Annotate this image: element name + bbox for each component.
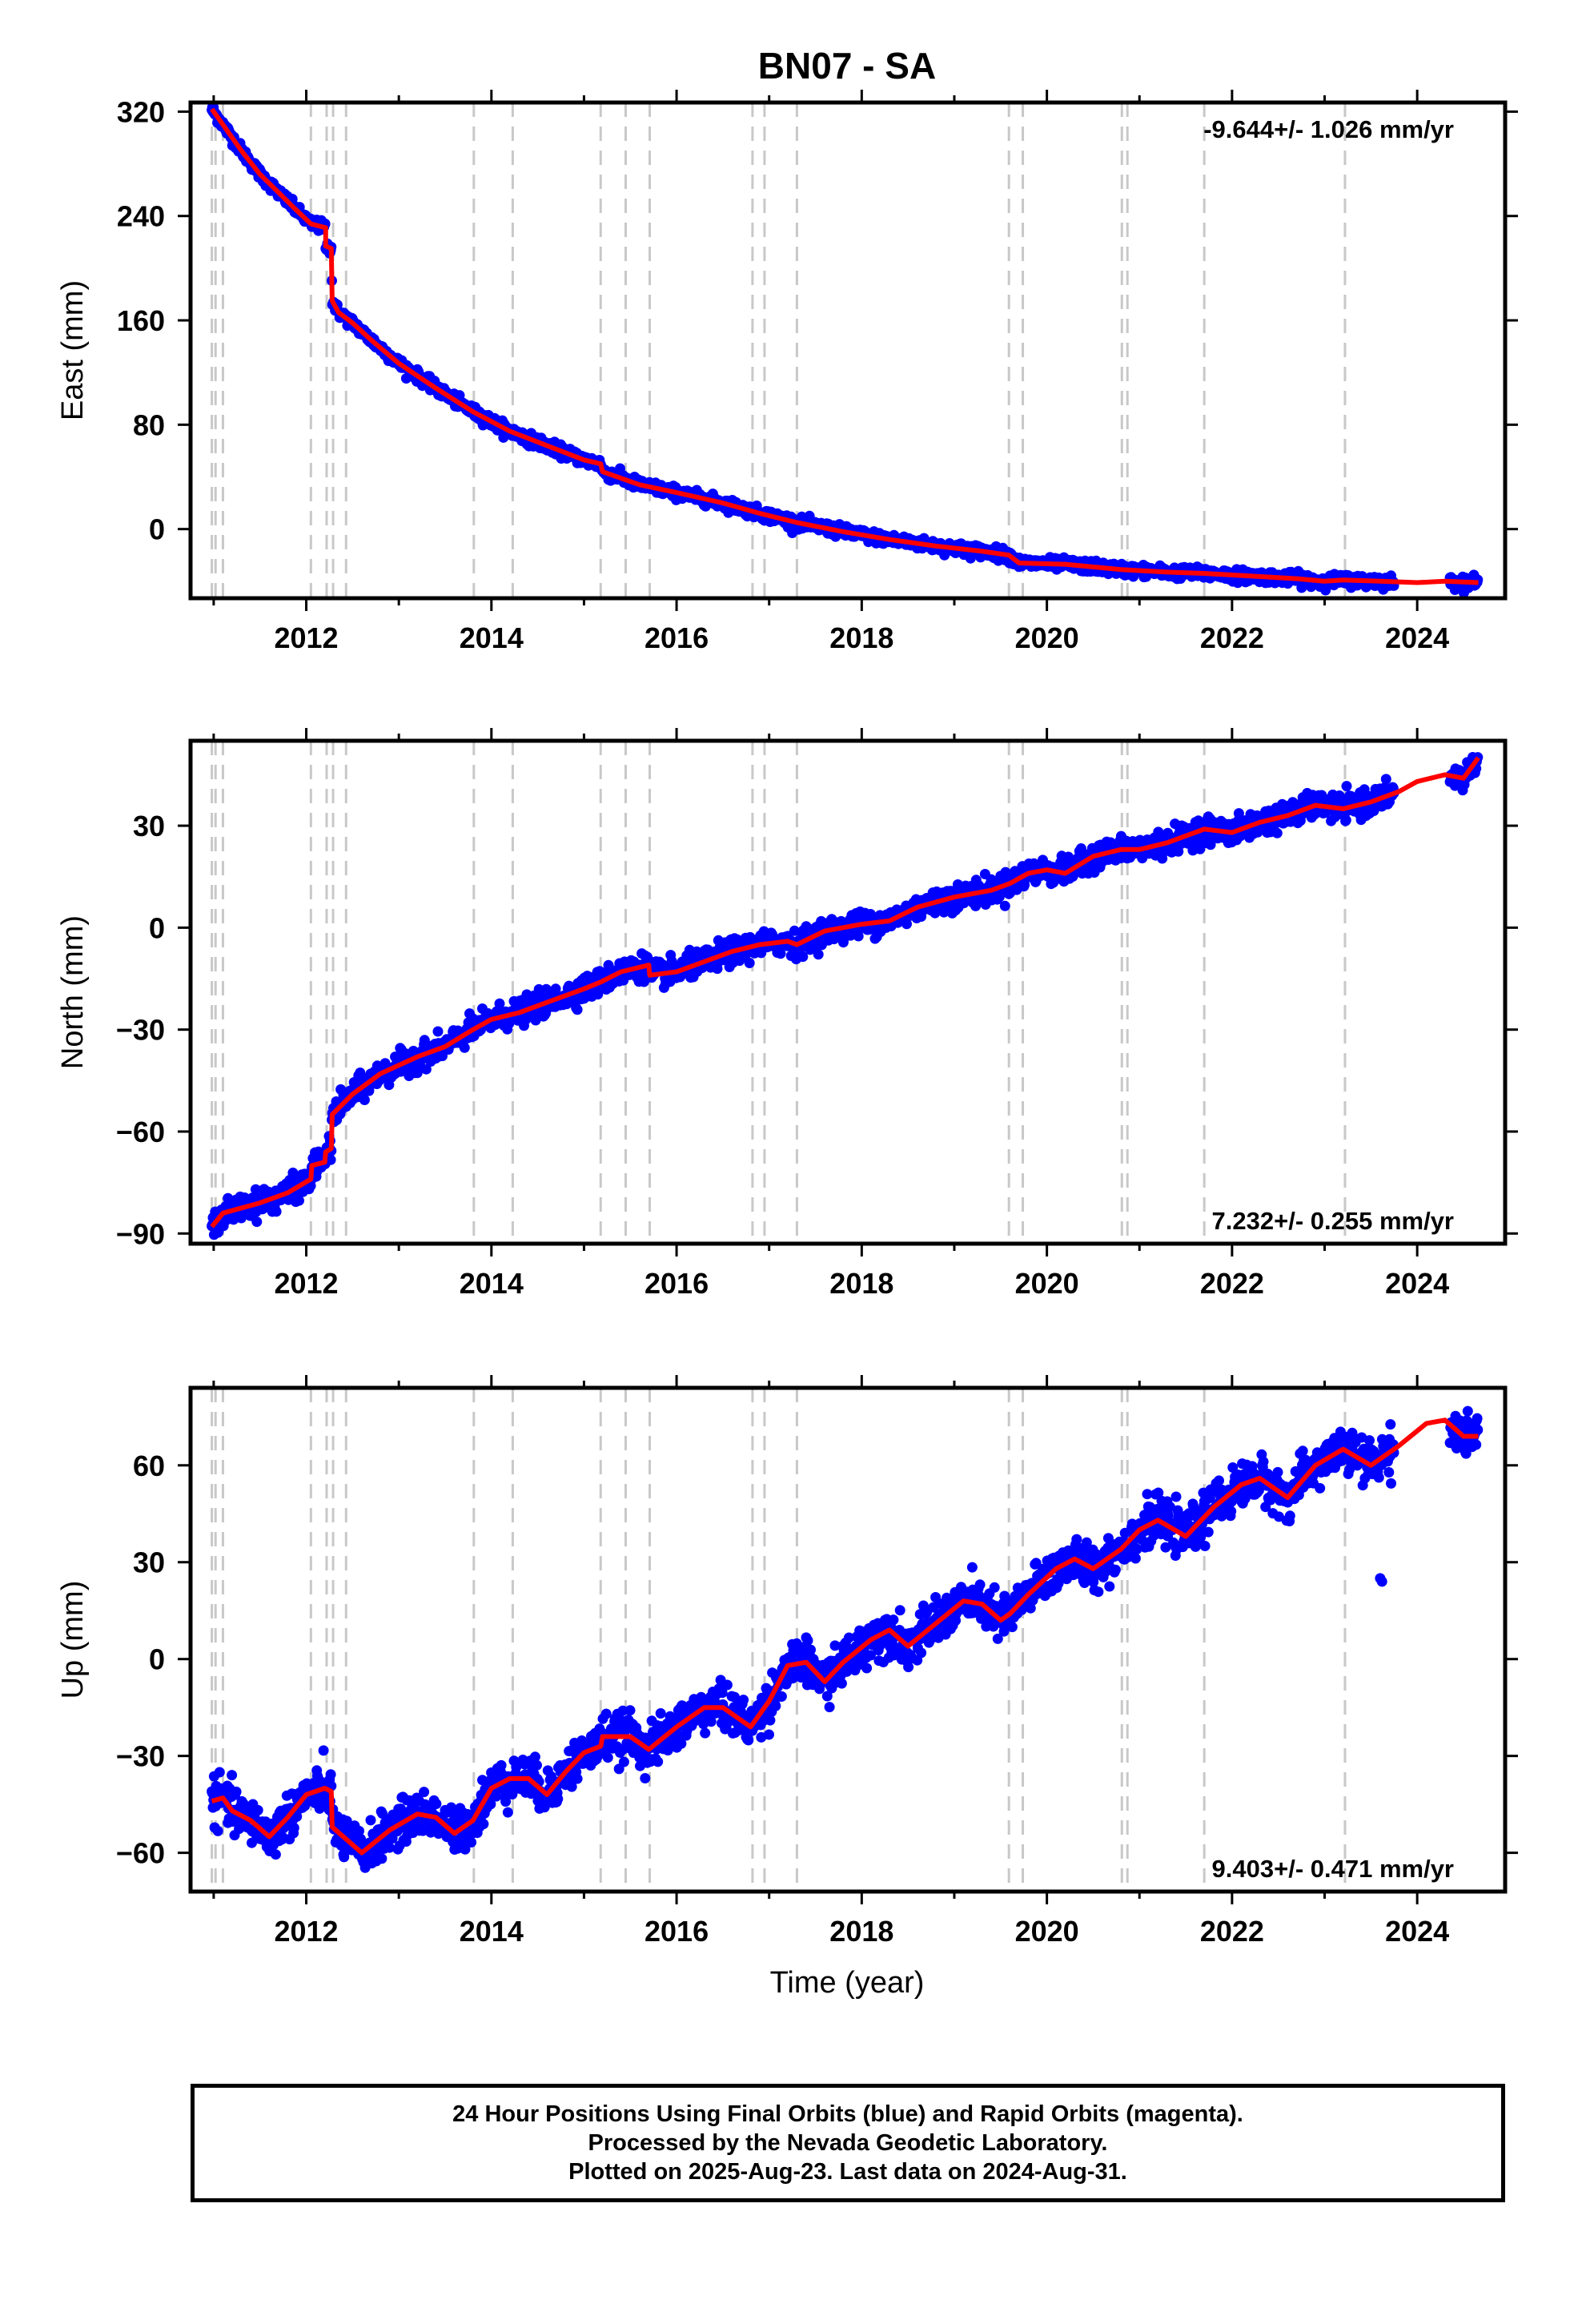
- data-point: [318, 1745, 329, 1756]
- data-point: [376, 1853, 387, 1864]
- data-point: [744, 958, 755, 968]
- x-tick-label: 2020: [1015, 1267, 1079, 1300]
- data-point: [1340, 814, 1351, 826]
- data-point: [212, 1825, 223, 1836]
- x-tick-label: 2014: [460, 1267, 524, 1300]
- final-orbit-points: [207, 752, 1484, 1240]
- data-point: [270, 1849, 281, 1860]
- plot-frame: [188, 738, 1508, 1246]
- x-tick-label: 2018: [829, 621, 893, 654]
- final-orbit-points: [207, 1405, 1484, 1873]
- panel-north: 2012 2014 2016 2018 2020 2022 2024 30 0 −30 −60 −90…: [56, 728, 1518, 1300]
- plot-frame: [188, 100, 1508, 601]
- data-point: [271, 1206, 282, 1217]
- x-tick-label: 2022: [1200, 621, 1264, 654]
- x-tick-label: 2016: [644, 1267, 709, 1300]
- data-point: [231, 1786, 242, 1797]
- panels: 2012 2014 2016 2018 2020 2022 2024 320 240 160 80 0…: [56, 90, 1518, 1948]
- y-tick-label: −60: [116, 1116, 165, 1148]
- data-point: [1380, 774, 1391, 785]
- data-point: [291, 1811, 303, 1822]
- y-axis-label: East (mm): [56, 280, 90, 420]
- data-point: [938, 907, 950, 918]
- data-point: [901, 919, 912, 930]
- data-point: [431, 1799, 442, 1809]
- x-tick-label: 2024: [1385, 621, 1449, 654]
- x-tick-label: 2012: [274, 1267, 338, 1300]
- data-point: [853, 931, 864, 942]
- data-point: [1341, 781, 1352, 792]
- chart-title: BN07 - SA: [758, 45, 936, 86]
- y-tick-label: 0: [149, 911, 165, 944]
- y-tick-label: −30: [116, 1014, 165, 1047]
- x-tick-label: 2016: [644, 621, 709, 654]
- data-point: [459, 1042, 470, 1053]
- y-tick-label: 80: [133, 408, 165, 441]
- y-tick-label: 320: [117, 95, 165, 128]
- data-point: [999, 900, 1010, 911]
- panel-east: 2012 2014 2016 2018 2020 2022 2024 320 240 160 80 0…: [56, 90, 1518, 654]
- final-orbit-points: [207, 103, 1484, 598]
- data-point: [325, 1769, 336, 1780]
- model-line: [210, 756, 1480, 1228]
- data-point: [325, 1154, 336, 1165]
- data-point: [214, 1767, 225, 1778]
- data-point: [775, 948, 786, 959]
- data-point: [494, 998, 505, 1009]
- y-tick-label: 30: [133, 810, 165, 842]
- panel-up: 2012 2014 2016 2018 2020 2022 202460300−30−60U…: [56, 1375, 1518, 1948]
- y-tick-label: −90: [116, 1217, 165, 1250]
- y-axis-label: North (mm): [56, 915, 90, 1069]
- y-tick-label: 160: [117, 304, 165, 337]
- data-point: [365, 1815, 376, 1826]
- rate-annotation: 7.232+/- 0.255 mm/yr: [1212, 1207, 1454, 1235]
- x-tick-label: 2014: [460, 621, 524, 654]
- model-line: [210, 107, 1479, 585]
- data-point: [294, 1195, 304, 1206]
- data-point: [354, 1825, 364, 1836]
- data-point: [420, 1063, 432, 1075]
- data-point: [1195, 843, 1206, 854]
- data-point: [1157, 853, 1168, 864]
- data-point: [252, 1804, 263, 1815]
- data-point: [359, 1095, 370, 1105]
- data-point: [384, 1842, 396, 1853]
- data-point: [419, 1787, 430, 1798]
- x-tick-label: 2018: [829, 1267, 893, 1300]
- data-point: [251, 1216, 263, 1228]
- rate-annotation: -9.644+/- 1.026 mm/yr: [1203, 115, 1454, 143]
- event-lines: [211, 1388, 1347, 1892]
- data-point: [572, 1004, 583, 1015]
- y-tick-label: 240: [117, 200, 165, 233]
- y-tick-label: 0: [149, 513, 165, 546]
- x-tick-label: 2012: [274, 621, 338, 654]
- x-tick-label: 2022: [1200, 1267, 1264, 1300]
- x-tick-label: 2024: [1385, 1267, 1449, 1300]
- data-point: [1271, 827, 1283, 838]
- data-point: [250, 1184, 261, 1195]
- event-lines: [211, 741, 1347, 1244]
- data-point: [813, 949, 824, 960]
- data-point: [227, 1770, 238, 1781]
- data-point: [288, 1823, 299, 1833]
- x-tick-label: 2020: [1015, 621, 1079, 654]
- data-point: [797, 951, 809, 963]
- data-point: [432, 1026, 444, 1037]
